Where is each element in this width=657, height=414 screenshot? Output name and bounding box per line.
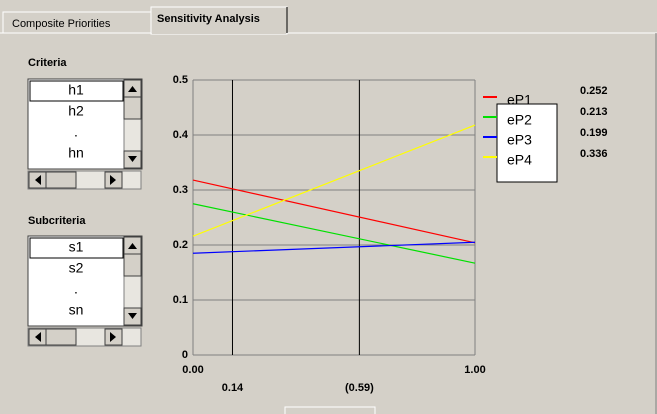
y-tick-label: 0.5 bbox=[173, 74, 188, 86]
priority-value: 0.336 bbox=[580, 148, 608, 160]
tab-label[interactable]: Composite Priorities bbox=[12, 18, 111, 30]
legend-label: eP4 bbox=[507, 152, 532, 168]
list-item[interactable]: s2 bbox=[69, 260, 84, 276]
arrow bbox=[110, 332, 116, 342]
subcriteria-label: Subcriteria bbox=[28, 215, 86, 227]
series-line bbox=[192, 241, 476, 254]
arrow bbox=[35, 175, 41, 185]
list-item[interactable]: hn bbox=[68, 145, 84, 161]
series-line bbox=[192, 179, 476, 244]
tab-label[interactable]: Sensitivity Analysis bbox=[157, 13, 260, 25]
series-line bbox=[192, 124, 476, 237]
scroll-thumb bbox=[45, 328, 77, 346]
plot: 0 0.1 0.2 0.3 0.4 0.5 0.00 1.00 0.14 (0.59) eP1 0.2… bbox=[173, 74, 608, 394]
arrow bbox=[128, 156, 137, 162]
x-tick-label: 0.00 bbox=[182, 364, 203, 376]
button[interactable] bbox=[284, 406, 376, 414]
y-tick-label: 0 bbox=[182, 349, 188, 361]
criteria-list[interactable]: h1 h2. hn bbox=[27, 78, 143, 190]
priority-value: 0.213 bbox=[580, 106, 608, 118]
legend-label: eP2 bbox=[507, 112, 532, 128]
criteria-label: Criteria bbox=[28, 57, 67, 69]
legend-box bbox=[496, 103, 558, 183]
marker-label: 0.14 bbox=[222, 382, 244, 394]
scroll-thumb bbox=[45, 171, 77, 189]
priority-value: 0.199 bbox=[580, 127, 608, 139]
marker-label: (0.59) bbox=[345, 382, 374, 394]
arrow bbox=[110, 175, 116, 185]
list-item[interactable]: sn bbox=[69, 302, 84, 318]
legend-label: eP3 bbox=[507, 132, 532, 148]
y-tick-label: 0.2 bbox=[173, 239, 188, 251]
priority-value: 0.252 bbox=[580, 85, 608, 97]
series-line bbox=[192, 203, 476, 264]
list-item[interactable]: h2 bbox=[68, 103, 84, 119]
y-tick-label: 0.3 bbox=[173, 184, 188, 196]
arrow bbox=[35, 332, 41, 342]
list-item[interactable]: h1 bbox=[68, 82, 84, 98]
list-item[interactable]: . bbox=[74, 124, 78, 140]
x-tick-label: 1.00 bbox=[464, 364, 485, 376]
scroll-thumb bbox=[123, 96, 142, 120]
focus-box bbox=[29, 237, 124, 259]
y-tick-label: 0.1 bbox=[173, 294, 188, 306]
arrow bbox=[128, 313, 137, 319]
arrow bbox=[128, 243, 137, 249]
scroll-thumb bbox=[123, 253, 142, 277]
list-item[interactable]: s1 bbox=[69, 239, 84, 255]
arrow bbox=[128, 86, 137, 92]
tab-active[interactable] bbox=[150, 6, 288, 35]
focus-box bbox=[29, 80, 124, 102]
legend-label: eP1 bbox=[507, 92, 532, 108]
y-tick-label: 0.4 bbox=[173, 129, 189, 141]
list-item[interactable]: . bbox=[74, 281, 78, 297]
subcriteria-list[interactable]: s1 s2. sn bbox=[27, 235, 143, 347]
